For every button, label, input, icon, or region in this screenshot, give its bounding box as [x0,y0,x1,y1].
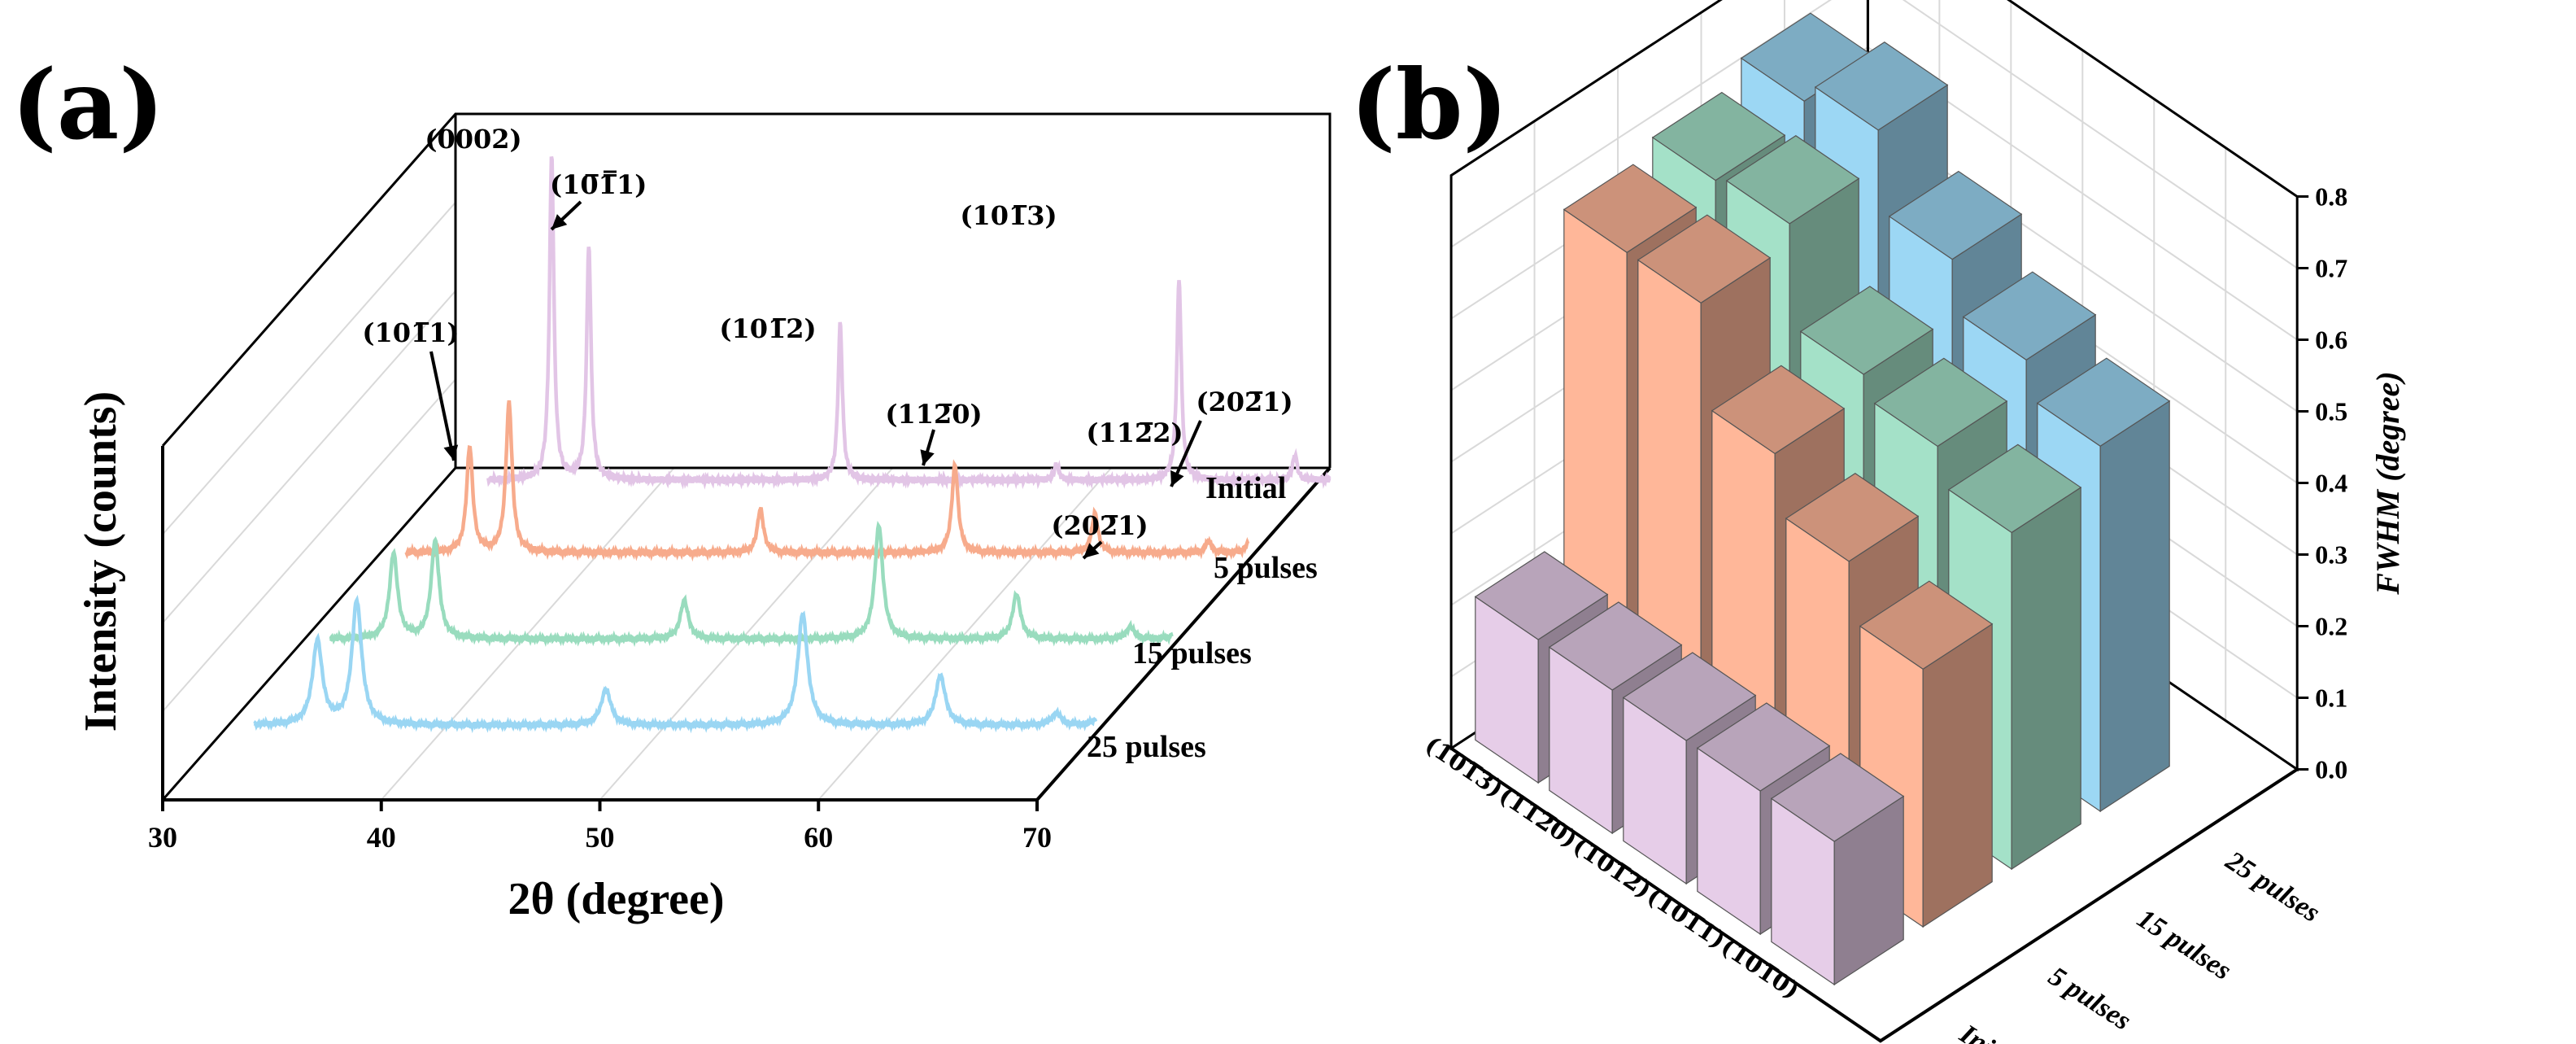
bar-top-face [1622,652,1757,741]
bar-top-face [1799,286,1934,375]
bar-top-face [1859,580,1994,670]
panel-b-label: (b) [1350,48,1508,161]
bar-top-face [1651,91,1786,181]
series-label: 25 pulses [1087,730,1206,764]
z-tick-label: 0.3 [2315,540,2347,570]
bar-top-face [1563,164,1698,253]
series-axis-label: 15 pulses [2132,903,2237,986]
peak-annotation: (101̅1) [362,317,459,348]
bar-top-face [1725,135,1860,225]
bar-top-face [1962,271,2097,360]
z-tick-label: 0.8 [2315,182,2347,212]
panel-a-label: (a) [11,48,164,161]
bar-5-pulses-4 [1859,580,1994,928]
peak-annotation: (101̅2) [719,313,816,344]
z-tick-label: 0.2 [2315,612,2347,641]
bar-top-face [2036,357,2171,447]
axis-frame-top [161,112,1332,468]
bar-top-face [1770,753,1905,842]
z-tick-label: 0.1 [2315,684,2347,713]
series-axis-label: 5 pulses [2043,961,2136,1036]
series-axis-label: Initial [1954,1019,2030,1044]
left-wall-gridline [162,290,456,624]
z-tick-label: 0.0 [2315,755,2347,784]
annotation-arrowhead [920,449,935,465]
x-tick-label: 40 [367,821,396,854]
bar-top-face [1711,365,1846,455]
peak-annotation: (112̅2) [1086,417,1183,448]
bar-top-face [1947,443,2082,534]
xrd-trace-1 [404,400,1250,562]
bar-initial-4 [1770,753,1905,986]
left-wall-gridline [162,202,456,535]
x-tick-label: 50 [586,821,615,854]
bar-side-face [2011,486,2081,871]
peak-annotation: (10̅1̅̅1) [550,169,647,200]
bar-top-face [1637,214,1772,304]
series-label: 15 pulses [1132,636,1252,671]
bar-side-face [2099,400,2170,813]
bar-top-face [1785,473,1920,562]
panel-a-xrd-plot: 30 40 50 60 70 2θ (degree) Intensity (counts) I… [76,112,1332,924]
z-tick-label: 0.7 [2315,254,2347,283]
peak-annotation: (0002) [425,124,521,155]
z-axis-title: FWHM (degree) [2369,371,2406,595]
x-axis-title: 2θ (degree) [508,874,724,924]
annotation-arrowhead [551,214,568,229]
bar-initial-1 [1548,601,1683,835]
annotation-arrowhead [1083,543,1100,558]
peak-annotation: (101̅3) [960,200,1057,231]
annotation-arrowhead [1170,470,1184,487]
z-tick-label: 0.5 [2315,397,2347,426]
bar-side-face [1922,622,1993,928]
x-tick-label: 70 [1022,821,1052,854]
floor-gridline [599,467,894,801]
panel-b-fwhm-plot: 0.0 0.1 0.2 0.3 0.4 0.5 0.6 0.7 0.8 FWHM (degree)… [1420,0,2406,1044]
bar-top-face [1814,41,1949,131]
peak-annotation: (112̅0) [885,399,982,430]
series-label: 5 pulses [1214,551,1318,585]
series-axis-label: 25 pulses [2220,845,2325,928]
annotation-arrowhead [443,444,459,461]
floor-gridline [817,467,1112,801]
bar-top-face [1474,551,1609,640]
xrd-trace-0 [486,156,1332,490]
y-axis-title: Intensity (counts) [76,391,126,732]
annotation-arrow [429,351,455,461]
bar-top-face [1696,702,1831,792]
series-label: Initial [1205,471,1286,505]
bar-top-face [1888,170,2023,260]
bar-top-face [1548,601,1683,691]
x-tick-label: 30 [148,821,177,854]
left-wall-gridline [162,378,456,712]
floor-edge [1449,746,2299,1043]
x-tick-label: 60 [804,821,833,854]
z-tick-label: 0.4 [2315,469,2347,498]
xrd-trace-3 [253,594,1098,734]
peak-annotation: (202̅1) [1051,510,1148,541]
bar-top-face [1873,357,2008,448]
peak-annotation: (202̅1) [1196,387,1292,417]
z-tick-label: 0.6 [2315,325,2347,355]
xrd-trace-2 [329,520,1174,648]
